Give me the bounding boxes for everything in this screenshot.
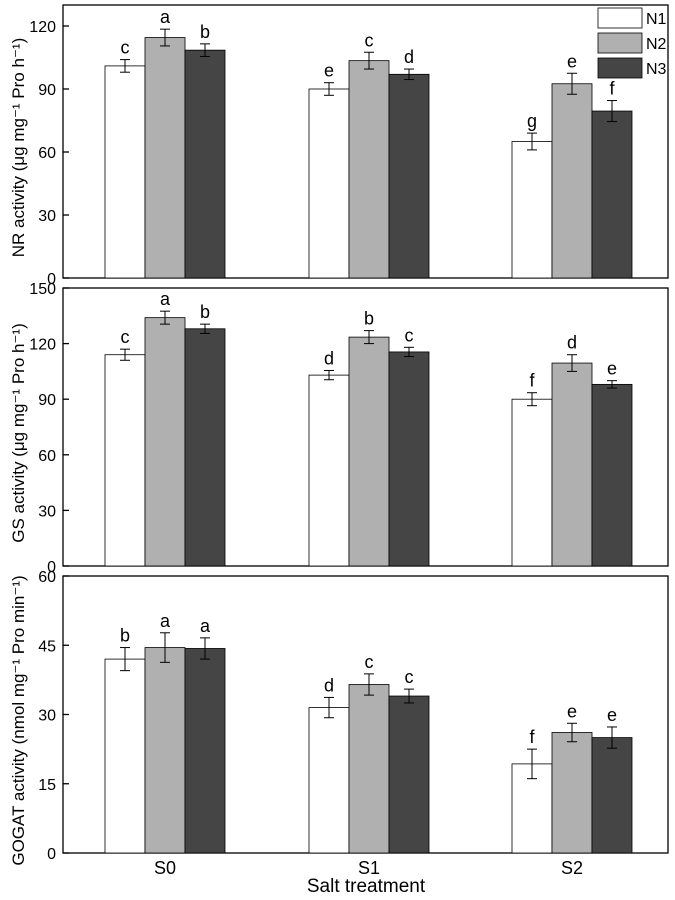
bar-N3-S0 [184, 328, 226, 567]
panel-2: 0 30 60 90 120 150 GS activity (μg mg⁻¹ Pro h⁻… [9, 281, 669, 576]
bar-N3-S1 [388, 351, 430, 567]
x-tick-label: S2 [561, 858, 583, 878]
bar-N1-S0 [104, 658, 146, 854]
significance-label: c [405, 325, 414, 345]
significance-label: b [200, 22, 210, 42]
legend-swatch-N3 [597, 57, 643, 79]
y-tick-label: 15 [38, 777, 56, 794]
significance-label: d [324, 675, 334, 695]
x-tick-label: S0 [154, 858, 176, 878]
bar-N3-S2 [591, 383, 633, 567]
bar-N3-S2 [591, 737, 633, 854]
y-tick-label: 30 [38, 503, 56, 520]
bar-N3-S0 [184, 49, 226, 279]
bar-N3-S1 [388, 695, 430, 854]
legend-label-N3: N3 [646, 61, 667, 78]
bar-N1-S0 [104, 65, 146, 279]
significance-label: c [365, 30, 374, 50]
significance-label: b [120, 626, 130, 646]
x-axis-tick-labels: S0 S1 S2 [154, 858, 583, 878]
significance-label: e [567, 51, 577, 71]
significance-label: f [529, 727, 535, 747]
significance-label: e [607, 705, 617, 725]
significance-label: a [160, 289, 171, 309]
significance-label: e [567, 701, 577, 721]
bar-N1-S2 [511, 398, 553, 567]
y-tick-label: 60 [38, 448, 56, 465]
bar-N3-S0 [184, 648, 226, 854]
significance-label: a [200, 616, 211, 636]
bar-N1-S2 [511, 141, 553, 279]
bar-N1-S1 [308, 707, 350, 854]
y-tick-label: 90 [38, 82, 56, 99]
significance-label: c [365, 652, 374, 672]
y-tick-label: 60 [38, 145, 56, 162]
significance-label: c [121, 327, 130, 347]
bar-N2-S2 [551, 732, 593, 854]
y-tick-label: 120 [29, 337, 56, 354]
legend: N1 N2 N3 [597, 7, 667, 79]
bar-N2-S2 [551, 362, 593, 567]
significance-label: c [121, 38, 130, 58]
bar-N2-S1 [348, 60, 390, 279]
y-tick-label: 0 [47, 559, 56, 576]
significance-label: c [405, 667, 414, 687]
y-axis-label: NR activity (μg mg⁻¹ Pro h⁻¹) [9, 38, 28, 258]
significance-label: a [160, 611, 171, 631]
y-tick-label: 90 [38, 392, 56, 409]
y-tick-label: 30 [38, 208, 56, 225]
significance-label: f [529, 371, 535, 391]
y-tick-label: 150 [29, 281, 56, 298]
y-tick-label: 30 [38, 708, 56, 725]
significance-label: a [160, 7, 171, 27]
legend-swatch-N2 [597, 32, 643, 54]
bar-N2-S1 [348, 684, 390, 854]
significance-label: e [607, 359, 617, 379]
significance-label: b [364, 309, 374, 329]
bar-N2-S0 [144, 317, 186, 567]
y-tick-label: 0 [47, 846, 56, 863]
y-tick-label: 0 [47, 271, 56, 288]
significance-label: g [527, 111, 537, 131]
legend-label-N2: N2 [646, 36, 667, 53]
bar-N2-S1 [348, 336, 390, 567]
significance-label: d [404, 47, 414, 67]
y-tick-label: 45 [38, 638, 56, 655]
bar-N3-S1 [388, 73, 430, 279]
significance-label: d [567, 333, 577, 353]
significance-label: b [200, 302, 210, 322]
bar-N1-S0 [104, 354, 146, 567]
y-axis-label: GOGAT activity (nmol mg⁻¹ Pro min⁻¹) [9, 575, 28, 865]
bar-N1-S1 [308, 88, 350, 279]
significance-label: d [324, 348, 334, 368]
x-tick-label: S1 [358, 858, 380, 878]
y-tick-label: 120 [29, 19, 56, 36]
legend-label-N1: N1 [646, 11, 667, 28]
significance-label: e [324, 61, 334, 81]
bar-N2-S0 [144, 37, 186, 279]
y-tick-label: 60 [38, 569, 56, 586]
significance-label: f [609, 79, 615, 99]
legend-swatch-N1 [597, 7, 643, 29]
bar-N1-S1 [308, 374, 350, 567]
bar-N2-S0 [144, 647, 186, 854]
bar-N2-S2 [551, 83, 593, 279]
bar-N3-S2 [591, 110, 633, 279]
panel-3: 0 15 30 45 60 GOGAT activity (nmol mg⁻¹ Pro m… [9, 569, 669, 866]
x-axis-title: Salt treatment [307, 876, 426, 897]
y-axis-label: GS activity (μg mg⁻¹ Pro h⁻¹) [9, 323, 28, 543]
